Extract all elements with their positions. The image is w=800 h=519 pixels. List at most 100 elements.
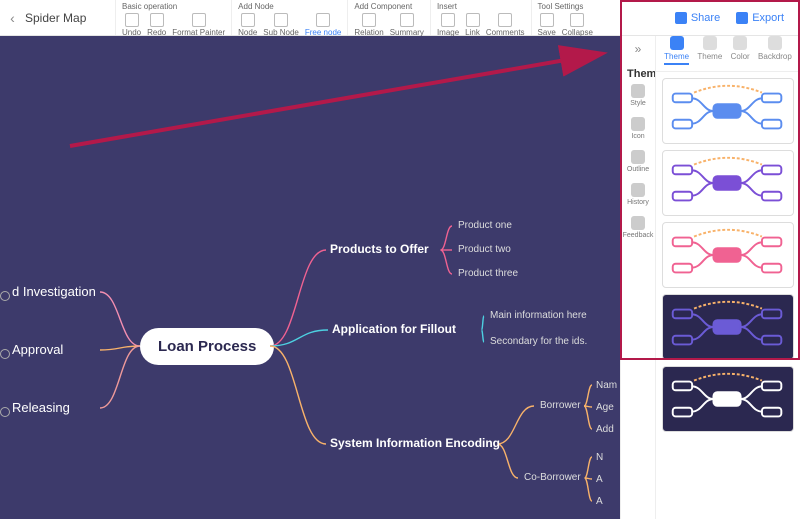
right-node-2-group-0-sub-2[interactable]: Add — [596, 424, 614, 435]
toolbar-group: InsertImageLinkComments — [430, 0, 531, 35]
left-node-0[interactable]: d Investigation — [12, 284, 96, 299]
toolbar-redo[interactable]: Redo — [147, 13, 166, 37]
rail-outline[interactable]: Outline — [623, 150, 654, 173]
export-icon — [736, 12, 748, 24]
panel-tab-color-2[interactable]: Color — [731, 36, 750, 65]
toolbar-group: Add Component Relation Summary — [347, 0, 430, 35]
format-painter-icon — [192, 13, 206, 27]
feedback-icon — [631, 216, 645, 230]
side-rail: » Theme StyleIconOutlineHistoryFeedback — [620, 36, 655, 519]
left-node-1[interactable]: Approval — [12, 342, 63, 357]
theme-panel: Theme Theme Color Backdrop — [655, 36, 800, 519]
right-node-2-group-0[interactable]: Borrower — [540, 400, 581, 411]
left-node-handle[interactable] — [0, 291, 10, 301]
export-button[interactable]: Export — [736, 12, 784, 24]
panel-tab-theme-0[interactable]: Theme — [664, 36, 689, 65]
rail-style[interactable]: Style — [623, 84, 654, 107]
redo-icon — [150, 13, 164, 27]
toolbar-group: Basic operation Undo Redo Format Painter — [115, 0, 231, 35]
theme-tab-icon — [703, 36, 717, 50]
toolbar-group-label: Add Node — [238, 2, 341, 11]
theme-tab-icon — [670, 36, 684, 50]
panel-tab-backdrop-3[interactable]: Backdrop — [758, 36, 792, 65]
share-button[interactable]: Share — [675, 12, 720, 24]
panel-tab-label: Color — [731, 52, 750, 61]
panel-tab-label: Theme — [664, 52, 689, 61]
right-node-0-sub-1[interactable]: Product two — [458, 244, 511, 255]
share-icon — [675, 12, 687, 24]
right-node-0-sub-2[interactable]: Product three — [458, 268, 518, 279]
export-label: Export — [752, 12, 784, 24]
toolbar-summary[interactable]: Summary — [390, 13, 424, 37]
backdrop-tab-icon — [768, 36, 782, 50]
collapse-panel-button[interactable]: » — [635, 42, 642, 56]
toolbar-group-label: Basic operation — [122, 2, 225, 11]
toolbar-free-node[interactable]: Free node — [305, 13, 341, 37]
toolbar-group-label: Add Component — [354, 2, 424, 11]
center-node[interactable]: Loan Process — [140, 328, 274, 365]
panel-tab-theme-1[interactable]: Theme — [697, 36, 722, 65]
right-node-2-group-1-sub-1[interactable]: A — [596, 474, 603, 485]
toolbar-sub-node[interactable]: Sub Node — [263, 13, 299, 37]
right-node-0-sub-0[interactable]: Product one — [458, 220, 512, 231]
right-node-1-sub-0[interactable]: Main information here — [490, 310, 587, 321]
panel-tab-label: Theme — [697, 52, 722, 61]
share-label: Share — [691, 12, 720, 24]
history-icon — [631, 183, 645, 197]
right-node-2-group-1-sub-0[interactable]: N — [596, 452, 603, 463]
toolbar-comments[interactable]: Comments — [486, 13, 525, 37]
rail-history[interactable]: History — [623, 183, 654, 206]
outline-icon — [631, 150, 645, 164]
theme-thumb-3[interactable] — [662, 294, 794, 360]
color-tab-icon — [733, 36, 747, 50]
toolbar-link[interactable]: Link — [465, 13, 480, 37]
toolbar-save[interactable]: Save — [538, 13, 556, 37]
theme-thumb-2[interactable] — [662, 222, 794, 288]
right-node-2[interactable]: System Information Encoding — [330, 436, 500, 450]
theme-thumb-4[interactable] — [662, 366, 794, 432]
theme-thumb-0[interactable] — [662, 78, 794, 144]
rail-item-label: Style — [630, 100, 646, 107]
icon-icon — [631, 117, 645, 131]
mindmap-canvas[interactable]: Loan Process d Investigation Approval Rele… — [0, 36, 620, 519]
toolbar-group-label: Tool Settings — [538, 2, 593, 11]
rail-item-label: Icon — [631, 133, 644, 140]
left-node-handle[interactable] — [0, 407, 10, 417]
toolbar-group: Tool Settings Save Collapse — [531, 0, 599, 35]
toolbar-node[interactable]: Node — [238, 13, 257, 37]
toolbar: ‹ Spider Map Basic operation Undo Redo Form… — [0, 0, 800, 36]
toolbar-collapse[interactable]: Collapse — [562, 13, 593, 37]
right-node-2-group-1-sub-2[interactable]: A — [596, 496, 603, 507]
toolbar-group: Add Node Node Sub NodeFree node — [231, 0, 347, 35]
rail-item-label: Feedback — [623, 232, 654, 239]
collapse-icon — [570, 13, 584, 27]
right-node-0[interactable]: Products to Offer — [330, 242, 429, 256]
image-icon — [441, 13, 455, 27]
summary-icon — [400, 13, 414, 27]
rail-item-label: Outline — [627, 166, 649, 173]
right-node-2-group-0-sub-0[interactable]: Nam — [596, 380, 617, 391]
toolbar-format-painter[interactable]: Format Painter — [172, 13, 225, 37]
relation-icon — [362, 13, 376, 27]
style-icon — [631, 84, 645, 98]
right-node-1[interactable]: Application for Fillout — [332, 322, 456, 336]
back-button[interactable]: ‹ — [0, 0, 25, 35]
left-node-handle[interactable] — [0, 349, 10, 359]
panel-tab-label: Backdrop — [758, 52, 792, 61]
theme-thumb-1[interactable] — [662, 150, 794, 216]
toolbar-relation[interactable]: Relation — [354, 13, 383, 37]
node-icon — [241, 13, 255, 27]
right-node-2-group-0-sub-1[interactable]: Age — [596, 402, 614, 413]
link-icon — [466, 13, 480, 27]
toolbar-image[interactable]: Image — [437, 13, 459, 37]
toolbar-undo[interactable]: Undo — [122, 13, 141, 37]
undo-icon — [125, 13, 139, 27]
rail-icon[interactable]: Icon — [623, 117, 654, 140]
rail-feedback[interactable]: Feedback — [623, 216, 654, 239]
left-node-2[interactable]: Releasing — [12, 400, 70, 415]
rail-item-label: History — [627, 199, 649, 206]
right-node-1-sub-1[interactable]: Secondary for the ids. — [490, 336, 587, 347]
document-title: Spider Map — [25, 0, 115, 35]
right-node-2-group-1[interactable]: Co-Borrower — [524, 472, 581, 483]
sub-node-icon — [274, 13, 288, 27]
